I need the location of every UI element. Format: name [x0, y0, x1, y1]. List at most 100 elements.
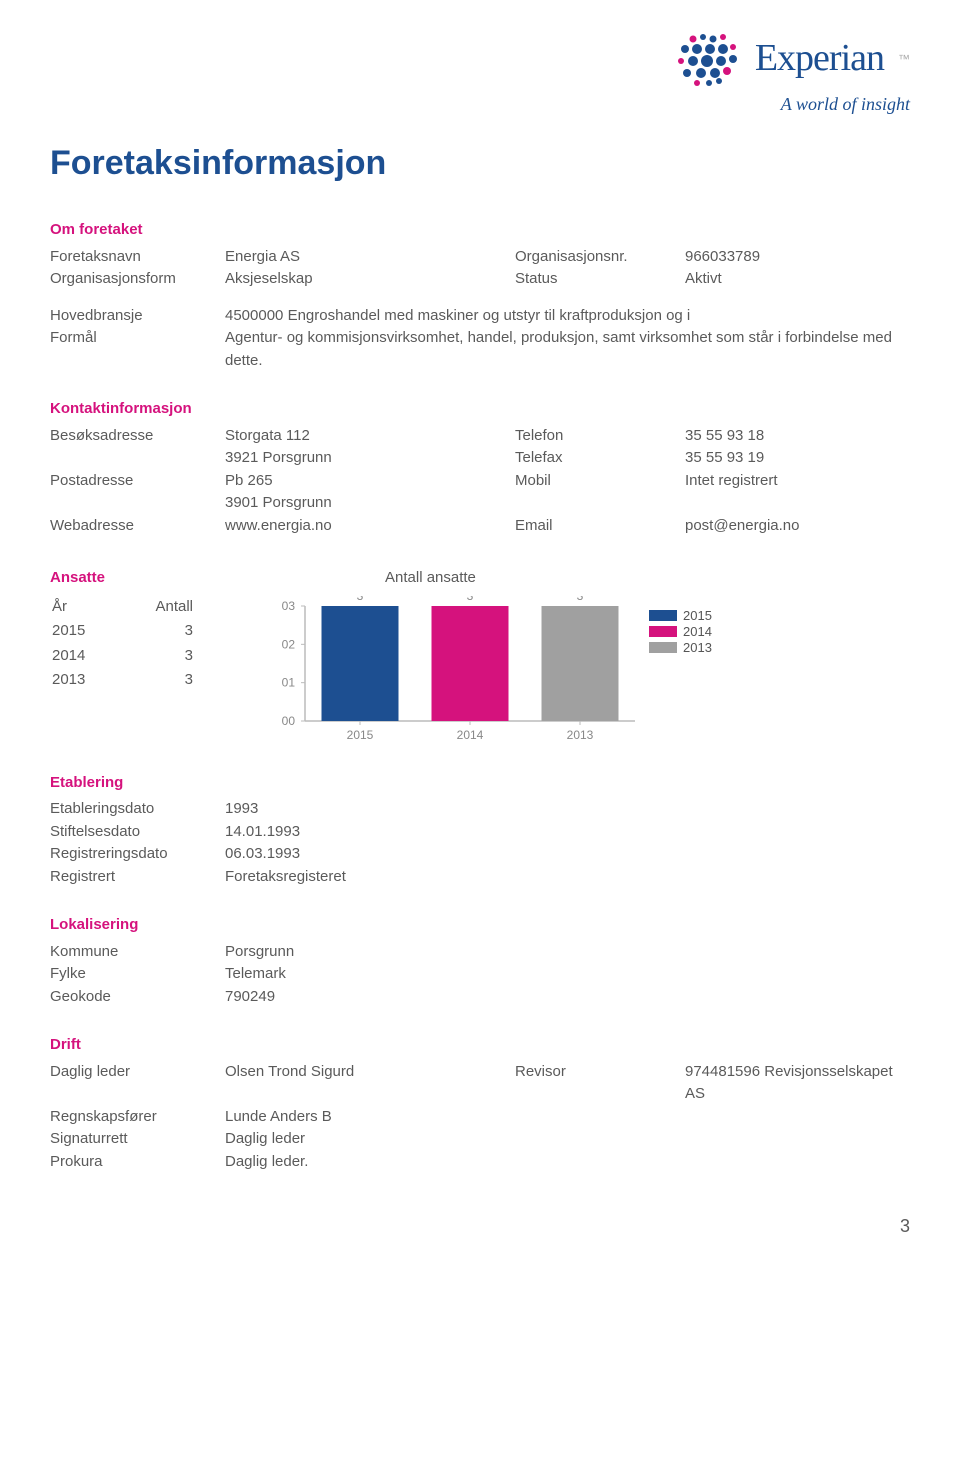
svg-text:2014: 2014 — [457, 728, 484, 742]
ansatte-chart-block: Antall ansatte 0001020332015320143201320… — [265, 567, 910, 746]
row-value2: 35 55 93 18 — [685, 425, 910, 448]
data-row: ProkuraDaglig leder. — [50, 1151, 910, 1174]
row-label2: Telefax — [515, 447, 685, 470]
row-label — [50, 447, 225, 470]
data-row: Geokode790249 — [50, 986, 910, 1009]
data-row: 3921 PorsgrunnTelefax35 55 93 19 — [50, 447, 910, 470]
row-label: Postadresse — [50, 470, 225, 493]
row-value: www.energia.no — [225, 515, 515, 538]
row-value: 3901 Porsgrunn — [225, 492, 515, 515]
data-row: 3901 Porsgrunn — [50, 492, 910, 515]
ansatte-count: 3 — [136, 620, 223, 643]
logo-dots-icon — [673, 31, 743, 86]
row-value: Daglig leder — [225, 1128, 515, 1151]
row-value: 14.01.1993 — [225, 821, 910, 844]
data-row: OrganisasjonsformAksjeselskapStatusAktiv… — [50, 268, 910, 291]
data-row: PostadressePb 265MobilIntet registrert — [50, 470, 910, 493]
data-row: Daglig lederOlsen Trond SigurdRevisor974… — [50, 1061, 910, 1106]
section-ansatte: Ansatte — [50, 567, 225, 590]
svg-text:3: 3 — [467, 596, 474, 603]
row-value2: post@energia.no — [685, 515, 910, 538]
ansatte-row: 20143 — [52, 645, 223, 668]
row-value2: 974481596 Revisjonsselskapet AS — [685, 1061, 910, 1106]
row-value: Daglig leder. — [225, 1151, 515, 1174]
data-row: ForetaksnavnEnergia ASOrganisasjonsnr.96… — [50, 246, 910, 269]
row-label: Webadresse — [50, 515, 225, 538]
row-label2 — [515, 1128, 685, 1151]
svg-text:2015: 2015 — [683, 608, 712, 623]
row-label: Registreringsdato — [50, 843, 225, 866]
svg-text:2014: 2014 — [683, 624, 712, 639]
section-drift: Drift — [50, 1034, 910, 1057]
row-value2 — [685, 492, 910, 515]
row-label: Foretaksnavn — [50, 246, 225, 269]
row-value2: Aktivt — [685, 268, 910, 291]
row-label: Daglig leder — [50, 1061, 225, 1106]
row-label: Kommune — [50, 941, 225, 964]
svg-text:2013: 2013 — [683, 640, 712, 655]
svg-text:01: 01 — [282, 675, 296, 689]
row-value: Olsen Trond Sigurd — [225, 1061, 515, 1106]
svg-text:2013: 2013 — [567, 728, 594, 742]
hovedbransje-value: 4500000 Engroshandel med maskiner og uts… — [225, 305, 910, 328]
row-label: Signaturrett — [50, 1128, 225, 1151]
row-label: Regnskapsfører — [50, 1106, 225, 1129]
ansatte-block: Ansatte År Antall 201532014320133 — [50, 567, 225, 694]
row-label: Organisasjonsform — [50, 268, 225, 291]
ansatte-year: 2013 — [52, 669, 134, 692]
row-value2 — [685, 1106, 910, 1129]
section-etablering: Etablering — [50, 772, 910, 795]
section-kontakt: Kontaktinformasjon — [50, 398, 910, 421]
row-value2: Intet registrert — [685, 470, 910, 493]
row-value2 — [685, 1151, 910, 1174]
row-label: Prokura — [50, 1151, 225, 1174]
data-row: RegistrertForetaksregisteret — [50, 866, 910, 889]
page-number: 3 — [50, 1213, 910, 1240]
page-title: Foretaksinformasjon — [50, 138, 910, 189]
data-row: Stiftelsesdato14.01.1993 — [50, 821, 910, 844]
formal-label: Formål — [50, 327, 225, 372]
logo-tagline: A world of insight — [781, 91, 910, 118]
row-label2: Organisasjonsnr. — [515, 246, 685, 269]
row-label2 — [515, 1151, 685, 1174]
svg-text:3: 3 — [357, 596, 364, 603]
ansatte-count: 3 — [136, 645, 223, 668]
row-value2 — [685, 1128, 910, 1151]
ansatte-chart: 00010203320153201432013201520142013 — [265, 596, 745, 746]
row-value: Lunde Anders B — [225, 1106, 515, 1129]
ansatte-count: 3 — [136, 669, 223, 692]
svg-text:02: 02 — [282, 637, 296, 651]
data-row: FylkeTelemark — [50, 963, 910, 986]
ansatte-year-head: År — [52, 596, 134, 619]
row-label2: Email — [515, 515, 685, 538]
row-label2: Mobil — [515, 470, 685, 493]
row-value: Storgata 112 — [225, 425, 515, 448]
row-value: 790249 — [225, 986, 910, 1009]
row-value: Telemark — [225, 963, 910, 986]
ansatte-year: 2014 — [52, 645, 134, 668]
row-value: Pb 265 — [225, 470, 515, 493]
data-row: SignaturrettDaglig leder — [50, 1128, 910, 1151]
data-row: Webadressewww.energia.noEmailpost@energi… — [50, 515, 910, 538]
row-label: Stiftelsesdato — [50, 821, 225, 844]
row-value: Energia AS — [225, 246, 515, 269]
data-row: Etableringsdato1993 — [50, 798, 910, 821]
ansatte-count-head: Antall — [136, 596, 223, 619]
svg-text:03: 03 — [282, 599, 296, 613]
row-value: Porsgrunn — [225, 941, 910, 964]
row-label: Geokode — [50, 986, 225, 1009]
section-lokalisering: Lokalisering — [50, 914, 910, 937]
row-value: Aksjeselskap — [225, 268, 515, 291]
section-om-foretaket: Om foretaket — [50, 219, 910, 242]
hovedbransje-label: Hovedbransje — [50, 305, 225, 328]
ansatte-year: 2015 — [52, 620, 134, 643]
row-value: 06.03.1993 — [225, 843, 910, 866]
row-label — [50, 492, 225, 515]
row-label: Besøksadresse — [50, 425, 225, 448]
ansatte-table: År Antall 201532014320133 — [50, 594, 225, 694]
data-row: Registreringsdato06.03.1993 — [50, 843, 910, 866]
ansatte-row: 20153 — [52, 620, 223, 643]
logo-word: Experian — [755, 30, 884, 87]
logo-block: Experian™ A world of insight — [50, 30, 910, 118]
ansatte-chart-title: Antall ansatte — [385, 567, 910, 590]
